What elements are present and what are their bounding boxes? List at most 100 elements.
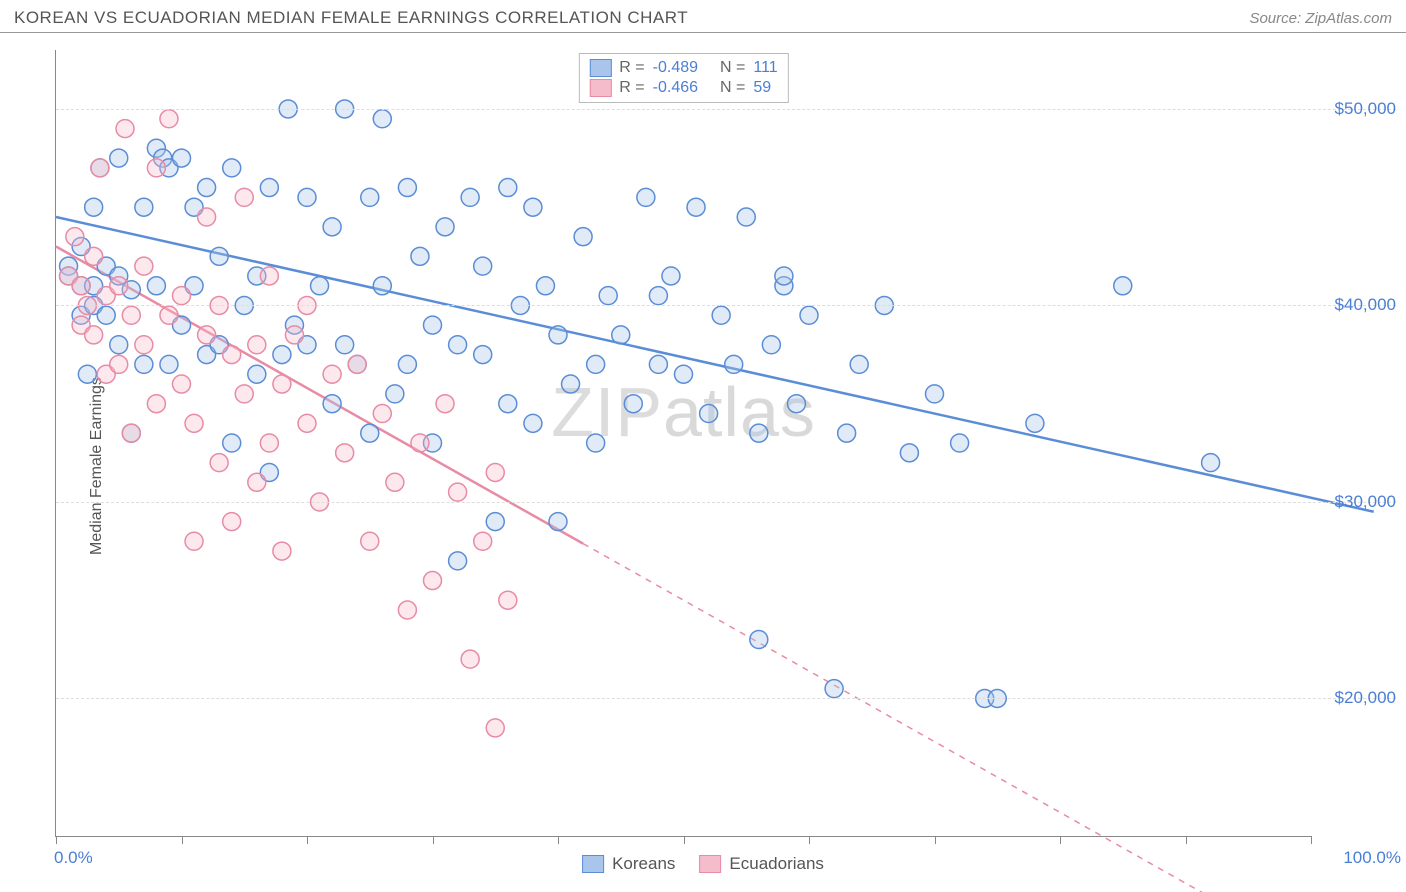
data-point xyxy=(173,375,191,393)
data-point xyxy=(700,405,718,423)
data-point xyxy=(461,188,479,206)
data-point xyxy=(574,228,592,246)
data-point xyxy=(725,355,743,373)
x-tick xyxy=(307,836,308,844)
data-point xyxy=(737,208,755,226)
data-point xyxy=(536,277,554,295)
x-tick xyxy=(935,836,936,844)
data-point xyxy=(116,120,134,138)
data-point xyxy=(474,346,492,364)
data-point xyxy=(235,385,253,403)
data-point xyxy=(449,483,467,501)
plot-region: ZIPatlas R = -0.489N = 111R = -0.466N = … xyxy=(55,50,1311,837)
data-point xyxy=(411,434,429,452)
data-point xyxy=(91,159,109,177)
data-point xyxy=(260,179,278,197)
plot-svg xyxy=(56,50,1311,836)
data-point xyxy=(474,532,492,550)
legend-r-value: -0.489 xyxy=(653,59,698,77)
data-point xyxy=(122,306,140,324)
data-point xyxy=(649,287,667,305)
data-point xyxy=(210,247,228,265)
x-tick xyxy=(1060,836,1061,844)
data-point xyxy=(787,395,805,413)
data-point xyxy=(135,198,153,216)
data-point xyxy=(147,395,165,413)
data-point xyxy=(135,336,153,354)
data-point xyxy=(223,513,241,531)
legend-series: Koreans Ecuadorians xyxy=(582,854,824,874)
regression-line xyxy=(56,217,1374,512)
data-point xyxy=(185,414,203,432)
data-point xyxy=(424,316,442,334)
x-tick xyxy=(684,836,685,844)
legend-item: Ecuadorians xyxy=(699,854,824,874)
data-point xyxy=(248,365,266,383)
data-point xyxy=(900,444,918,462)
x-tick xyxy=(56,836,57,844)
x-tick xyxy=(1311,836,1312,844)
data-point xyxy=(712,306,730,324)
data-point xyxy=(122,424,140,442)
data-point xyxy=(599,287,617,305)
y-tick-label: $20,000 xyxy=(1316,688,1396,708)
data-point xyxy=(66,228,84,246)
data-point xyxy=(135,355,153,373)
data-point xyxy=(649,355,667,373)
data-point xyxy=(474,257,492,275)
data-point xyxy=(85,247,103,265)
data-point xyxy=(273,375,291,393)
legend-r-label: R = xyxy=(619,79,644,97)
data-point xyxy=(637,188,655,206)
data-point xyxy=(1202,454,1220,472)
legend-stats: R = -0.489N = 111R = -0.466N = 59 xyxy=(578,53,788,103)
data-point xyxy=(348,355,366,373)
chart-source: Source: ZipAtlas.com xyxy=(1249,10,1392,27)
data-point xyxy=(486,719,504,737)
data-point xyxy=(825,680,843,698)
regression-line-dashed xyxy=(583,544,1311,892)
data-point xyxy=(110,336,128,354)
legend-r-label: R = xyxy=(619,59,644,77)
x-tick xyxy=(433,836,434,844)
data-point xyxy=(336,336,354,354)
data-point xyxy=(298,414,316,432)
data-point xyxy=(838,424,856,442)
data-point xyxy=(361,188,379,206)
x-tick xyxy=(1186,836,1187,844)
data-point xyxy=(248,336,266,354)
data-point xyxy=(110,355,128,373)
data-point xyxy=(323,365,341,383)
data-point xyxy=(78,365,96,383)
data-point xyxy=(248,473,266,491)
legend-swatch xyxy=(582,855,604,873)
data-point xyxy=(311,277,329,295)
data-point xyxy=(461,650,479,668)
data-point xyxy=(373,277,391,295)
y-tick-label: $30,000 xyxy=(1316,492,1396,512)
data-point xyxy=(750,631,768,649)
data-point xyxy=(173,149,191,167)
data-point xyxy=(223,346,241,364)
x-axis-label-min: 0.0% xyxy=(54,848,93,868)
data-point xyxy=(373,110,391,128)
data-point xyxy=(323,218,341,236)
data-point xyxy=(273,542,291,560)
data-point xyxy=(675,365,693,383)
data-point xyxy=(361,424,379,442)
data-point xyxy=(562,375,580,393)
data-point xyxy=(411,247,429,265)
data-point xyxy=(198,179,216,197)
data-point xyxy=(449,336,467,354)
data-point xyxy=(549,326,567,344)
data-point xyxy=(1114,277,1132,295)
legend-r-value: -0.466 xyxy=(653,79,698,97)
data-point xyxy=(160,306,178,324)
legend-stat-row: R = -0.489N = 111 xyxy=(589,58,777,78)
legend-n-label: N = xyxy=(720,79,745,97)
data-point xyxy=(612,326,630,344)
data-point xyxy=(173,287,191,305)
legend-label: Koreans xyxy=(612,854,675,874)
data-point xyxy=(298,188,316,206)
legend-n-value: 111 xyxy=(753,59,777,77)
